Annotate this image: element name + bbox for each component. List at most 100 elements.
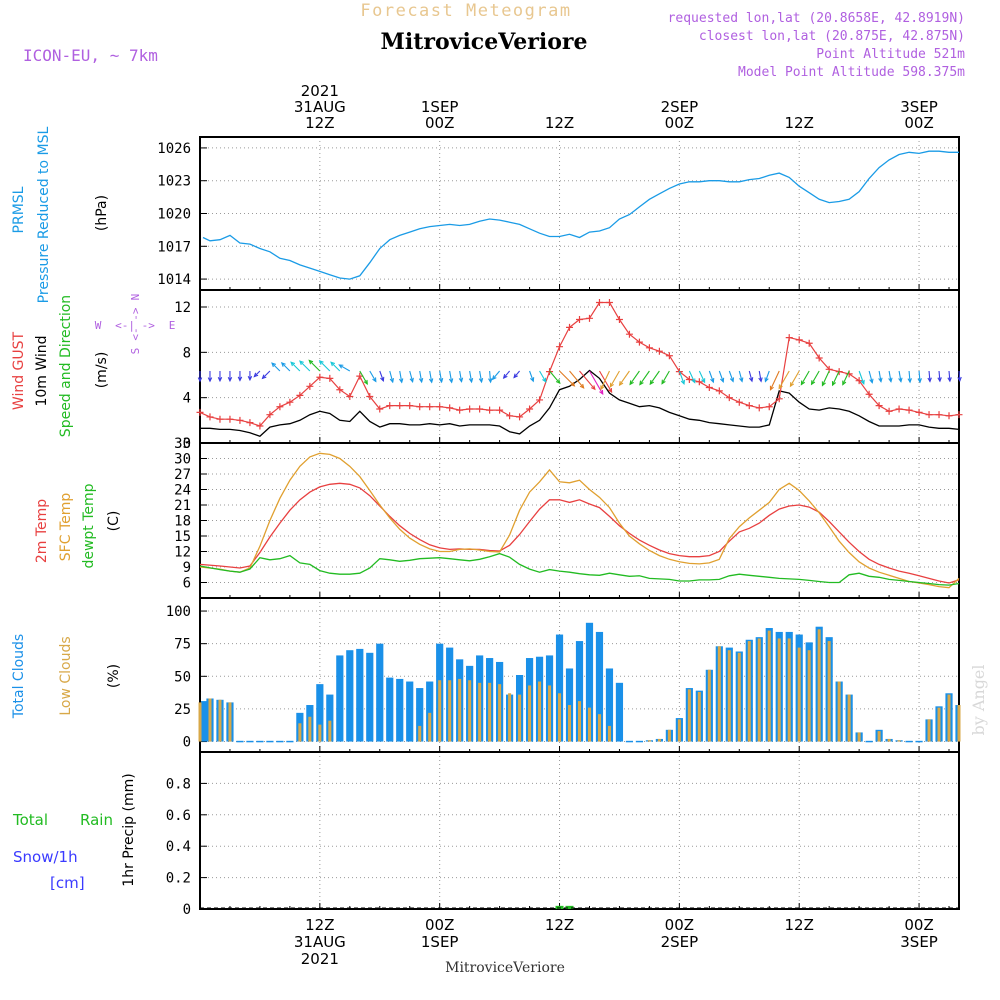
panel-frame	[199, 136, 960, 291]
wind-arrow-shaft	[253, 370, 261, 377]
wind-arrow	[549, 370, 561, 385]
precip-cm-label: [cm]	[50, 874, 85, 892]
bottom-tick-label: 3SEP	[900, 933, 938, 951]
y-tick-label: 25	[174, 702, 191, 718]
gust-marker	[735, 398, 743, 406]
pressure-unit: (hPa)	[94, 195, 110, 231]
gust-marker	[615, 315, 623, 323]
low-cloud-bar	[767, 630, 771, 742]
wind-arrow-head	[271, 362, 276, 368]
low-cloud-bar	[897, 740, 901, 742]
y-tick-label: 30	[174, 452, 191, 468]
wind-arrow-head	[579, 383, 585, 389]
wind-arrow	[280, 362, 291, 372]
wind-arrow-shaft	[938, 370, 941, 382]
wind-arrow-shaft	[678, 370, 685, 385]
wind-arrow	[338, 364, 351, 372]
wind-arrow	[789, 370, 800, 388]
total-cloud-bar	[366, 652, 374, 742]
wind-arrow-head	[800, 380, 806, 386]
wind-arrow-head	[237, 376, 243, 382]
wind-arrow-shaft	[842, 370, 850, 385]
total-cloud-bar	[326, 694, 334, 742]
prmsl-line	[202, 150, 959, 280]
wind-arrow	[308, 359, 321, 372]
wind-arrow-head	[478, 377, 484, 384]
wind-arrow	[448, 370, 454, 384]
gust-marker	[426, 403, 434, 411]
prmsl-long-label: Pressure Reduced to MSL	[36, 126, 52, 303]
gust-marker	[446, 404, 454, 412]
wind-arrow-head	[758, 377, 763, 383]
precip-unit: 1hr Precip (mm)	[121, 773, 137, 886]
wind-arrow-shaft	[469, 370, 473, 383]
low-cloud-bar	[448, 680, 452, 742]
wind-arrow	[661, 370, 670, 385]
gust-marker	[765, 403, 773, 411]
wind-arrow	[758, 370, 763, 383]
total-cloud-bar	[346, 650, 354, 742]
wind-arrow	[937, 370, 942, 383]
wind-arrow-head	[661, 379, 666, 385]
top-tick-label: 1SEP	[421, 98, 459, 116]
low-cloud-bar	[428, 712, 432, 742]
wind-arrow-head	[778, 384, 783, 390]
panel-frame	[199, 442, 960, 599]
low-cloud-bar	[548, 685, 552, 742]
wind-arrow-head	[418, 377, 424, 384]
wind-arrow	[957, 370, 962, 383]
wind-arrow-head	[438, 377, 444, 384]
wind-arrow-shaft	[908, 370, 911, 383]
low-cloud-bar	[458, 678, 462, 742]
requested-coords: requested lon,lat (20.8658E, 42.8919N)	[668, 11, 965, 26]
wind-arrow-shaft	[718, 370, 724, 382]
wind-arrow-head	[860, 379, 865, 386]
wind-arrow-shaft	[379, 370, 384, 382]
wind-arrow-shaft	[539, 370, 547, 383]
wind-arrow	[217, 371, 223, 383]
wind-arrow	[821, 370, 830, 387]
wind-arrow-shaft	[661, 370, 670, 384]
y-tick-label: 33	[174, 436, 191, 452]
clouds-unit: (%)	[106, 664, 122, 688]
wind-arrow-head	[299, 360, 304, 366]
wind-arrow-head	[607, 387, 613, 394]
tsfc-label: SFC Temp	[58, 493, 74, 562]
wind-arrow-head	[701, 378, 706, 384]
wind-arrow-shaft	[789, 370, 800, 387]
pressure-panel: 1014 1017 1020 1023 1026	[157, 136, 960, 291]
low-cloud-bar	[468, 680, 472, 742]
wind-arrow-shaft	[359, 370, 368, 385]
wind-arrow-shaft	[479, 370, 483, 383]
wind-arrow-shaft	[439, 370, 443, 383]
low-cloud-bar	[877, 731, 881, 742]
low-cloud-bar	[687, 689, 691, 742]
top-tick-label: 00Z	[904, 114, 933, 132]
gust-marker	[316, 373, 324, 381]
wind-arrow-shaft	[549, 370, 561, 384]
low-cloud-bar	[488, 682, 492, 742]
wind-arrow	[858, 370, 865, 386]
gust-marker	[895, 405, 903, 413]
wind-arrow-shaft	[489, 370, 492, 383]
top-tick-label: 00Z	[425, 114, 454, 132]
wind-arrow-head	[542, 377, 547, 383]
wind-arrow-shaft	[598, 370, 613, 393]
low-cloud-bar	[218, 699, 222, 742]
wind-arrow-shaft	[629, 370, 640, 385]
wind-arrow-head	[842, 380, 847, 386]
wind-arrow	[831, 370, 840, 387]
wind10m-line	[200, 369, 960, 437]
wind-arrow-shaft	[728, 370, 734, 382]
wind-arrow	[649, 370, 660, 386]
wind-arrow-shaft	[778, 370, 790, 389]
wind-arrow-head	[739, 377, 744, 383]
gust-marker	[576, 315, 583, 323]
gust-marker	[715, 387, 723, 395]
wind-arrow	[728, 370, 735, 383]
wind-arrow	[559, 370, 576, 387]
gust-marker	[855, 377, 863, 385]
wind-arrow	[299, 360, 311, 372]
wind-arrow	[261, 370, 271, 380]
